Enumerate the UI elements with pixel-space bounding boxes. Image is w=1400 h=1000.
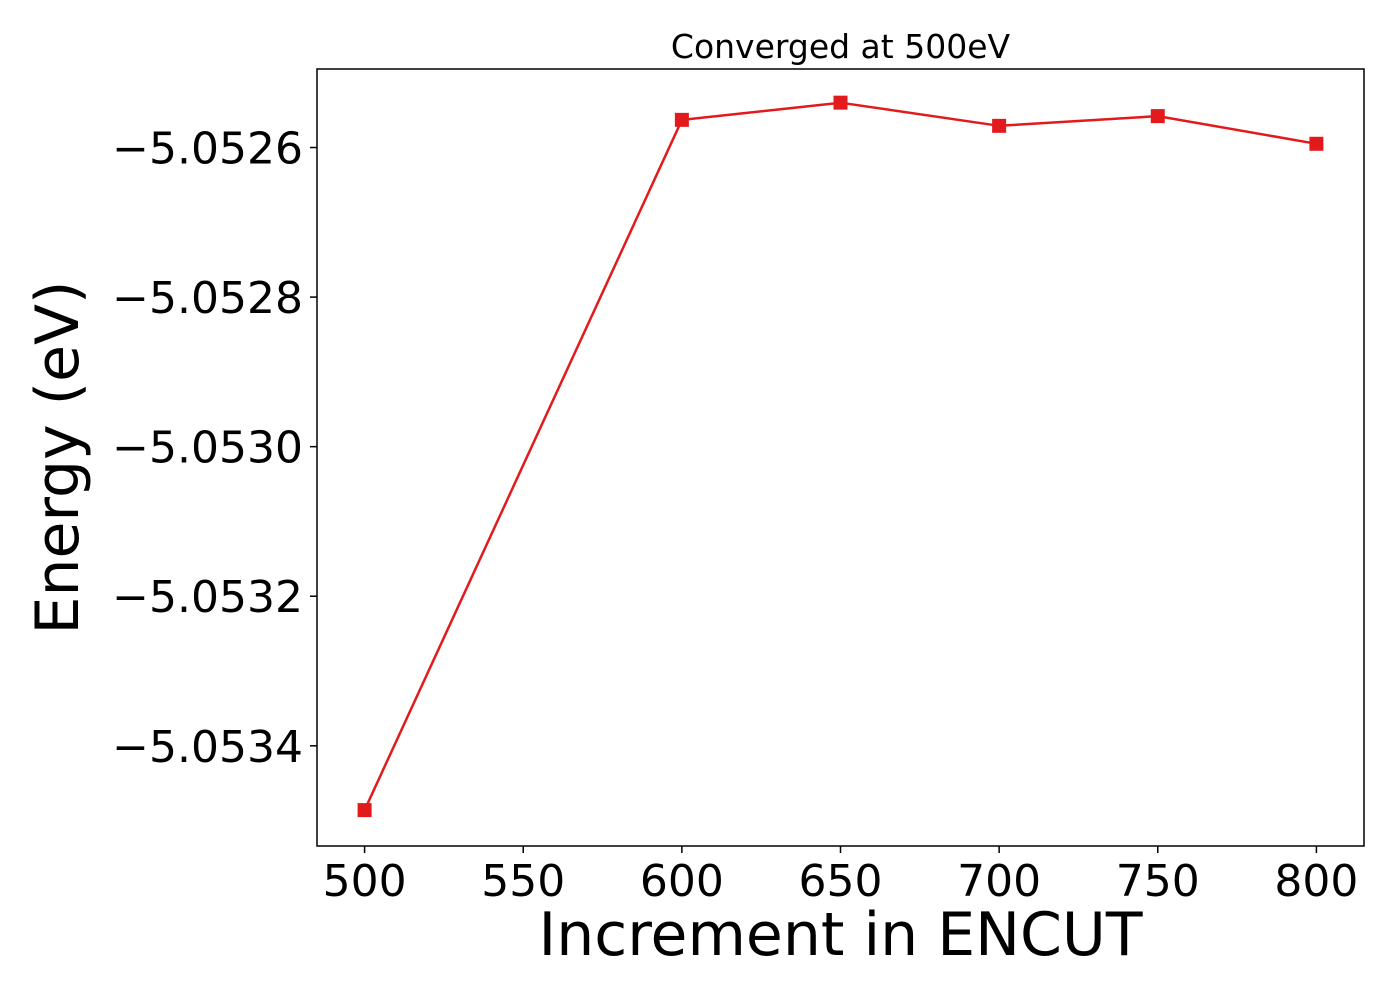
x-tick-label: 700	[957, 856, 1041, 907]
y-tick-label: −5.0530	[112, 423, 303, 474]
chart-title: Converged at 500eV	[671, 27, 1011, 66]
x-tick-label: 600	[640, 856, 724, 907]
x-tick-label: 550	[481, 856, 565, 907]
data-point	[833, 95, 848, 110]
y-tick-label: −5.0534	[112, 722, 303, 773]
data-point	[674, 112, 689, 127]
y-tick-label: −5.0532	[112, 572, 303, 623]
x-tick-label: 500	[323, 856, 407, 907]
data-point	[1150, 109, 1165, 124]
x-axis: 500 550 600 650 700 750 800	[323, 846, 1358, 907]
series-line	[363, 101, 1317, 811]
data-point	[1309, 136, 1324, 151]
data-point	[357, 803, 372, 818]
y-axis-label: Energy (eV)	[23, 281, 93, 635]
y-axis: −5.0526 −5.0528 −5.0530 −5.0532 −5.0534	[112, 124, 317, 773]
x-tick-label: 750	[1116, 856, 1200, 907]
x-tick-label: 800	[1274, 856, 1358, 907]
x-tick-label: 650	[799, 856, 883, 907]
data-point	[992, 118, 1007, 133]
plot-frame	[316, 68, 1365, 847]
x-axis-label: Increment in ENCUT	[539, 900, 1143, 970]
y-tick-label: −5.0526	[112, 124, 303, 175]
y-tick-label: −5.0528	[112, 273, 303, 324]
plot-area	[357, 95, 1324, 818]
